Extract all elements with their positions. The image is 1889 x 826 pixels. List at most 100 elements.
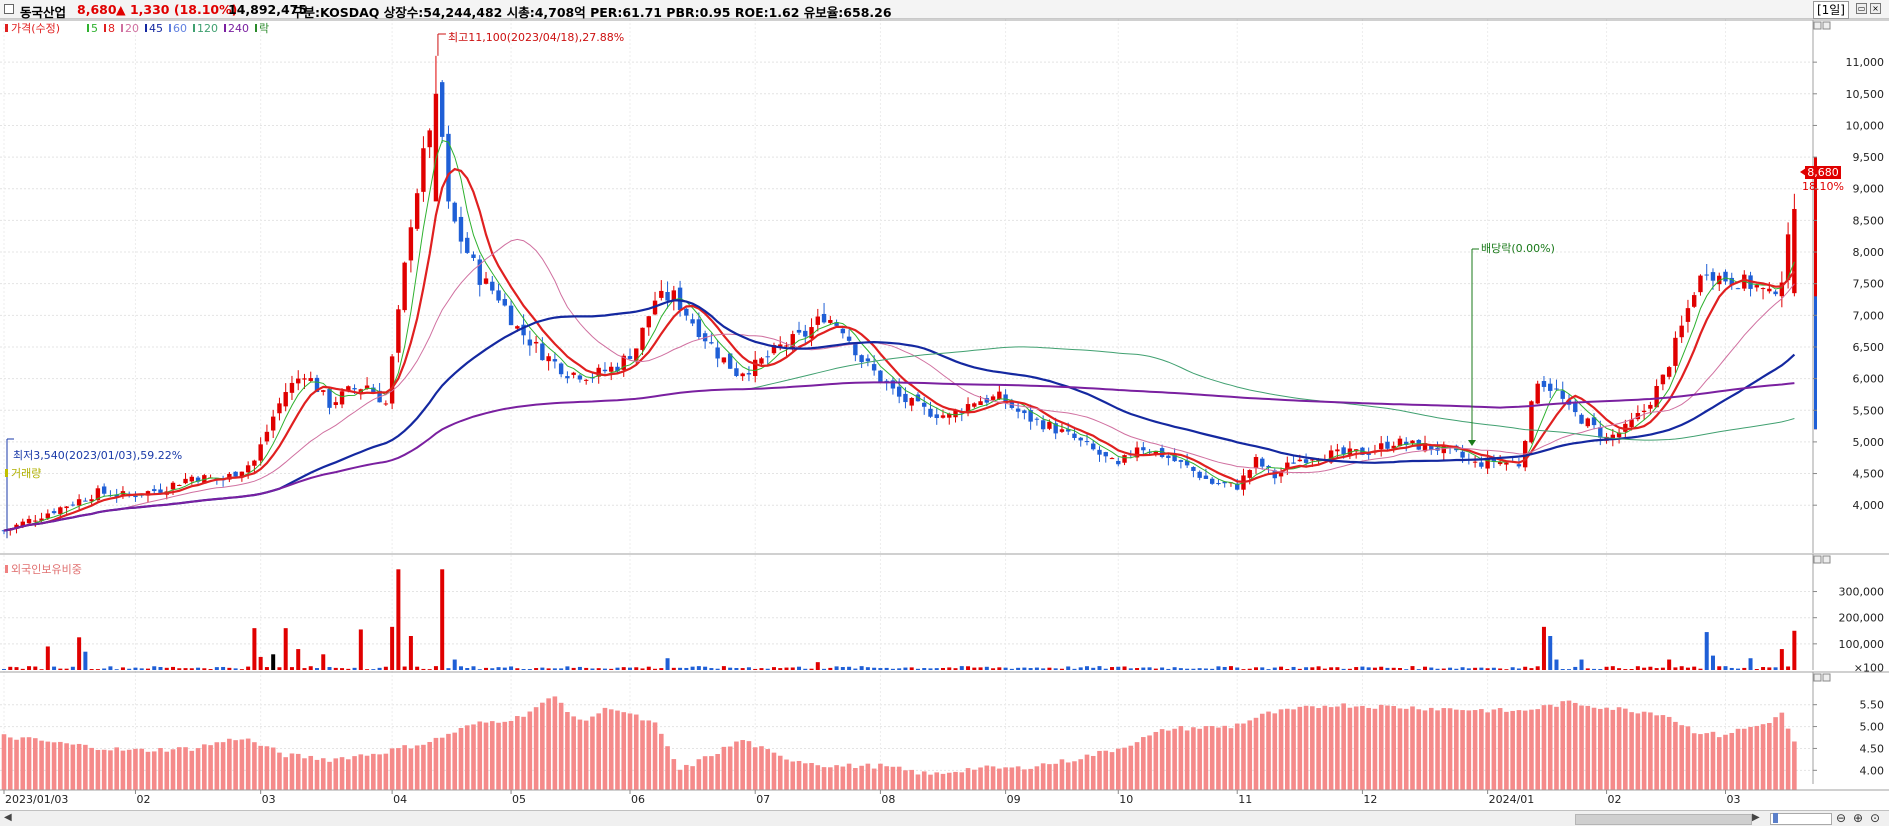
volume-bar [139,668,144,670]
foreign-bar [1535,709,1540,790]
close-icon[interactable]: × [1870,3,1881,14]
candle-body [602,369,608,372]
foreign-bar [189,750,195,790]
foreign-bar [1572,702,1578,790]
foreign-bar [220,742,226,790]
candle-body [540,343,545,361]
maximize-icon[interactable]: ▭ [1856,3,1867,14]
candle-body [1222,481,1227,484]
foreign-bar [339,757,345,790]
foreign-bar [1547,704,1553,790]
foreign-bar [1003,767,1008,790]
price-tick-label-7: 7,500 [1853,278,1885,291]
foreign-legend-swatch [5,565,8,573]
period-selector[interactable]: [1일] [1812,1,1849,19]
legend-item-4: 60 [173,22,187,35]
foreign-bar [227,738,232,790]
candle-body [815,316,820,325]
foreign-bar [176,747,182,790]
foreign-bar [277,752,282,790]
zoom-slider-handle[interactable] [1773,813,1778,823]
foreign-bar [715,753,720,790]
volume-bar [1247,668,1252,670]
xtick-label-0: 2023/01/03 [5,793,68,806]
volume-bar [133,667,138,670]
scroll-thumb[interactable] [1575,814,1752,825]
volume-bar [1617,668,1622,670]
scroll-left-icon[interactable]: ◀ [4,812,12,823]
candle-body [778,344,783,347]
volume-bar [1084,666,1089,670]
volume-bar [239,669,244,670]
candle-body [565,376,570,379]
volume-bar [1304,667,1309,670]
candle-body [1635,412,1641,420]
candle-body [753,359,758,376]
zoom-in-icon[interactable]: ⊕ [1853,811,1864,825]
foreign-bar [1673,721,1678,790]
candle-body [1266,465,1271,468]
volume-bar [1166,668,1171,670]
zoom-slider[interactable] [1770,813,1832,825]
foreign-bar [1560,701,1566,790]
volume-bar [878,668,883,670]
axes: 4,000 4,500 5,000 5,500 6,000 6,500 7,000 7,500… [0,19,1889,806]
candle-body [1078,437,1083,441]
candle-body [972,403,977,407]
price-max-icon [1813,21,1822,30]
volume-bar [390,626,395,670]
foreign-bar [771,752,777,790]
candle-body [502,299,507,306]
volume-bar [315,668,319,670]
foreign-bar [1585,705,1591,790]
foreign-bar [295,753,301,790]
candle-body [1166,455,1171,458]
stock-chart[interactable]: 4,000 4,500 5,000 5,500 6,000 6,500 7,000 7,500… [0,19,1889,810]
volume-bar [991,668,996,670]
foreign-bar [1654,715,1659,790]
ma-line-5 [3,139,1795,532]
candle-body [1335,449,1340,452]
candle-body [508,305,514,326]
volume-bar [502,667,507,670]
volume-bar [1729,667,1734,670]
candle-body [715,347,720,359]
candle-body [878,370,883,382]
volume-bar [440,569,445,670]
volume-bar [1529,668,1534,670]
volume-bar [1160,667,1165,670]
foreign-bar [1522,710,1528,790]
volume-bar [1510,667,1515,670]
candle-body [1535,383,1540,404]
scroll-bar[interactable]: ◀ ▶ ⊖ ⊕ ⊙ [0,810,1889,826]
candle-body [909,397,914,406]
foreign-bar [571,716,576,790]
candle-body [1641,410,1647,413]
foreign-bar [1779,712,1785,790]
volume-bar [790,667,795,670]
candle-body [890,380,896,389]
foreign-bar [1072,761,1077,790]
candle-body [1616,432,1622,438]
candle-body [1159,448,1165,457]
volume-bar [208,669,213,670]
foreign-bar [627,713,633,790]
candle-body [1610,434,1616,439]
low-annotation: 최저3,540(2023/01/03),59.22% [13,449,182,462]
zoom-out-icon[interactable]: ⊖ [1836,811,1847,825]
foreign-bar [1610,709,1616,790]
scroll-right-icon[interactable]: ▶ [1752,812,1760,823]
foreign-bar [834,765,839,790]
zoom-reset-icon[interactable]: ⊙ [1870,811,1881,825]
price-tick-label-13: 10,500 [1846,88,1885,101]
candle-body [1028,410,1033,422]
volume-bar [8,666,13,670]
high-annotation: 최고11,100(2023/04/18),27.88% [448,31,624,44]
candle-body [1134,447,1140,458]
foreign-bar [1391,706,1397,790]
foreign-bar [408,748,414,790]
foreign-bar [352,756,357,790]
volume-bar [1091,667,1096,670]
foreign-bar [139,748,145,790]
select-checkbox[interactable] [4,4,14,14]
